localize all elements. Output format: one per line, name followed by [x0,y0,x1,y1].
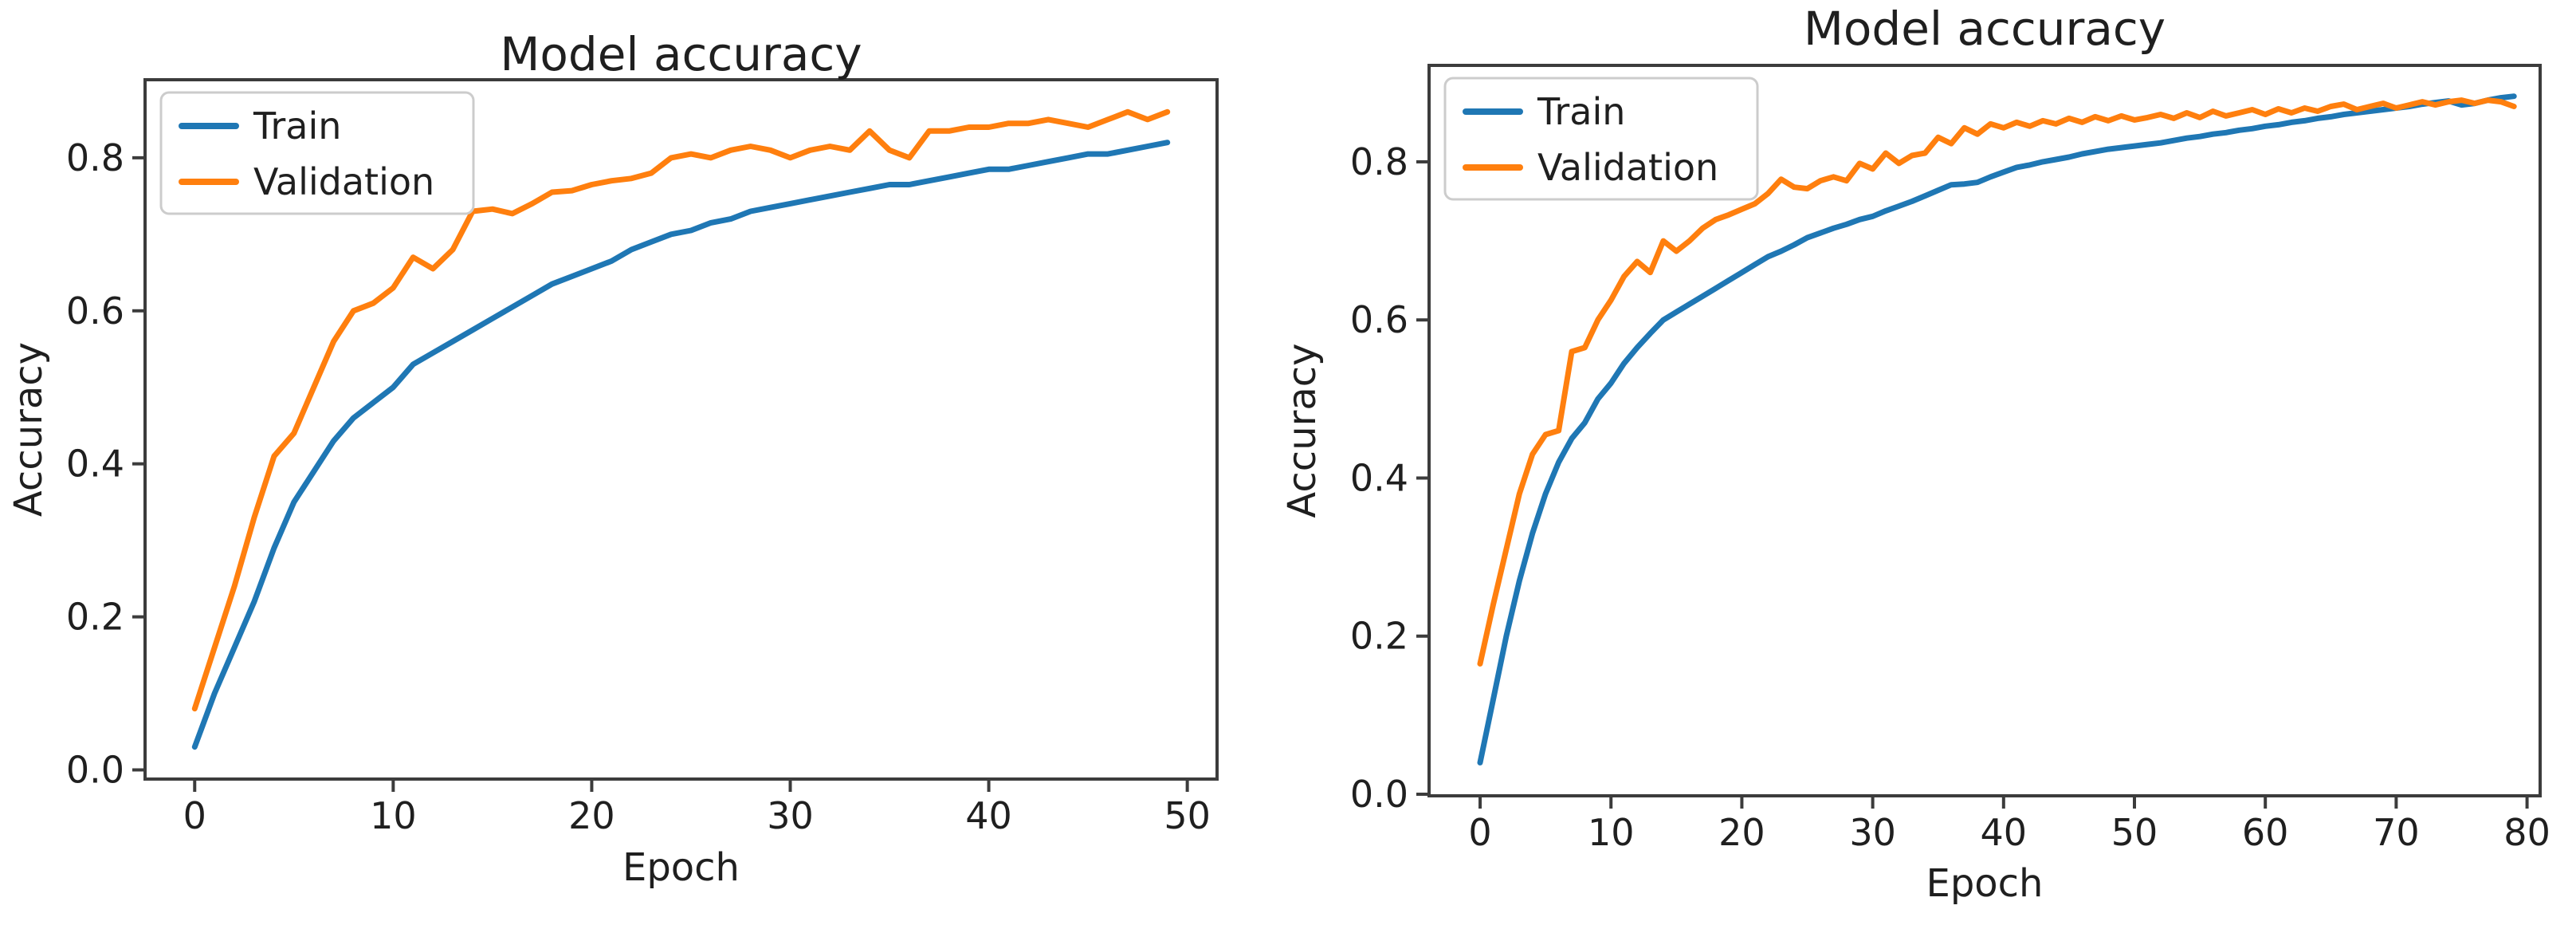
x-tick-label: 60 [2242,811,2289,854]
y-tick-label: 0.4 [66,443,124,486]
x-tick-label: 40 [965,794,1012,837]
axes-box [143,78,1219,781]
chart-title: Model accuracy [1804,2,2166,56]
x-tick-label: 10 [370,794,417,837]
x-axis-label: Epoch [622,845,740,890]
y-tick-label: 0.0 [1350,773,1408,816]
x-tick-label: 70 [2373,811,2420,854]
y-tick-label: 0.2 [66,596,124,639]
x-tick-label: 10 [1588,811,1635,854]
y-tick-label: 0.8 [1350,140,1408,183]
chart-title: Model accuracy [500,27,862,81]
x-axis-label: Epoch [1926,861,2044,906]
legend-label-train: Train [253,104,341,148]
legend-label-validation: Validation [253,160,434,203]
chart-left-50-epochs: 0 10 20 30 40 50 0.0 0.2 0.4 0.6 0.8 Model accuracy… [6,27,1219,890]
train-line [191,140,1171,750]
y-tick-label: 0.6 [1350,298,1408,341]
legend-box [1443,77,1759,201]
axes-box [1427,64,2542,797]
x-tick-label: 80 [2503,811,2550,854]
validation-line [191,108,1171,712]
validation-line [1477,97,2517,667]
legend-label-validation: Validation [1537,146,1718,189]
x-tick-label: 50 [1164,794,1211,837]
legend-box [159,91,475,215]
y-tick-label: 0.4 [1350,456,1408,499]
x-tick-label: 30 [1849,811,1896,854]
y-tick-label: 0.0 [66,748,124,791]
x-tick-label: 0 [1468,811,1491,854]
x-tick-label: 0 [183,794,206,837]
y-axis-label: Accuracy [6,342,51,517]
x-tick-label: 40 [1981,811,2028,854]
x-tick-label: 20 [1718,811,1765,854]
chart-right-80-epochs: 0 10 20 30 40 50 60 70 80 0.0 0.2 0.4 0.6 0.8 Model ac… [1280,2,2550,906]
x-tick-label: 50 [2111,811,2158,854]
y-tick-label: 0.2 [1350,615,1408,658]
y-tick-label: 0.6 [66,289,124,333]
train-line [1477,93,2517,766]
x-tick-label: 20 [568,794,615,837]
x-tick-label: 30 [767,794,814,837]
legend-label-train: Train [1537,90,1625,133]
y-tick-label: 0.8 [66,136,124,179]
y-axis-label: Accuracy [1280,343,1325,518]
